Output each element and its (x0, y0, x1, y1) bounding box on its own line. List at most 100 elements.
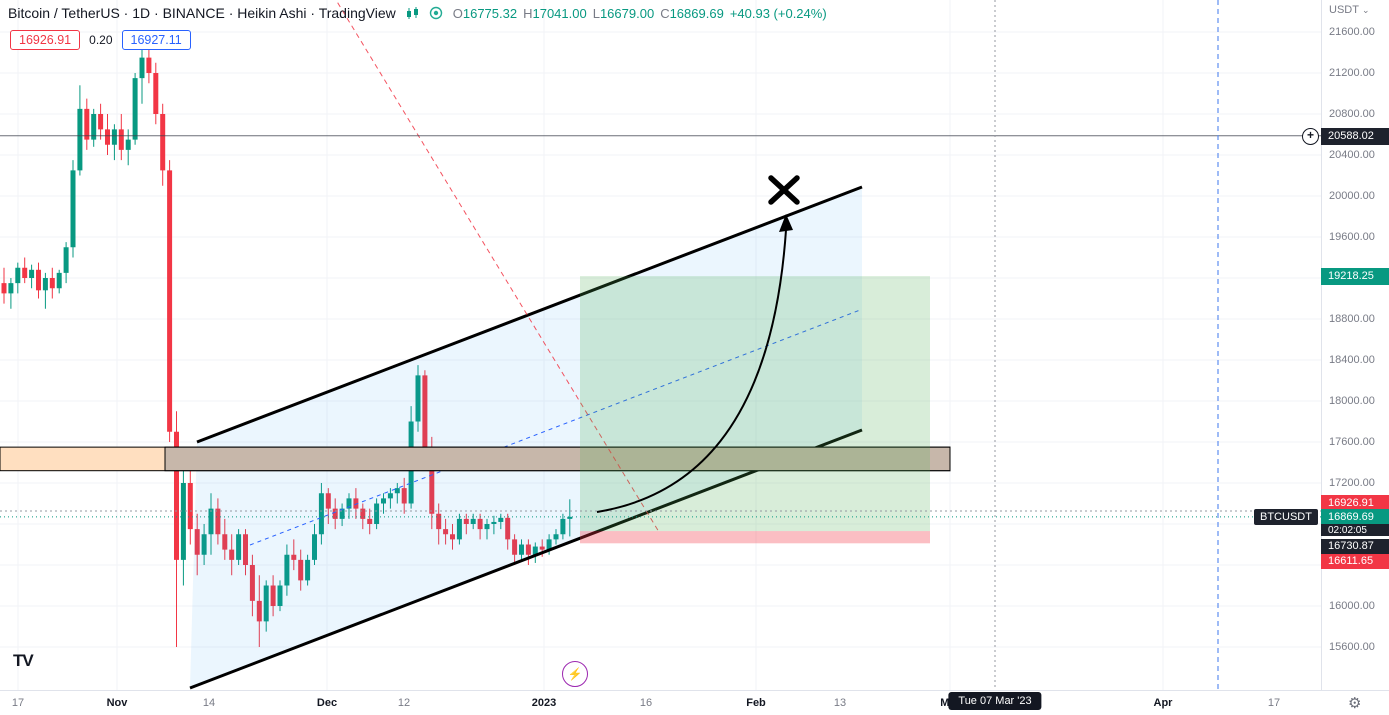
channel-midline[interactable] (249, 309, 861, 546)
market-status-icon[interactable] (429, 6, 443, 20)
price-tick-label: 17600.00 (1329, 436, 1375, 448)
price-tick-label: 20000.00 (1329, 190, 1375, 202)
candle-body (222, 534, 228, 550)
long-position-loss-zone[interactable] (580, 531, 930, 544)
candle-body (180, 483, 186, 560)
candle-body (519, 544, 524, 555)
candle-body (1, 283, 7, 294)
time-tick-label: 17 (11, 697, 25, 709)
chevron-down-icon: ⌄ (1361, 4, 1370, 15)
candle-body (525, 544, 531, 555)
candle-body (111, 129, 117, 145)
time-axis[interactable]: 17Nov14Dec12202316Feb13MarApr17 (0, 690, 1389, 715)
x-mark[interactable] (768, 175, 800, 205)
candle-body (8, 283, 14, 294)
candle-body (42, 278, 48, 291)
crosshair-date-tooltip: Tue 07 Mar '23 (948, 692, 1042, 710)
curve-arrow[interactable] (596, 229, 787, 513)
price-tick-label: 17200.00 (1329, 477, 1375, 489)
price-tick-label: 21200.00 (1329, 67, 1375, 79)
candle-body (132, 78, 138, 140)
candle-body (401, 488, 407, 504)
candle-body (553, 534, 559, 540)
close-label: C (660, 5, 670, 21)
channel-upper-line[interactable] (196, 185, 863, 444)
candle-body (105, 129, 110, 145)
candle-body (15, 267, 21, 284)
price-label-boxes: 16926.91 0.20 16927.11 (10, 30, 191, 50)
candle-body (477, 518, 483, 530)
alert-price-box[interactable]: 16926.91 (10, 30, 81, 50)
candle-body (394, 488, 400, 494)
currency-selector[interactable]: USDT ⌄ (1329, 4, 1370, 16)
candle-body (22, 267, 28, 278)
quick-trade-lightning-icon[interactable]: ⚡ (562, 661, 588, 687)
price-tick-label: 18000.00 (1329, 395, 1375, 407)
price-axis-badge: 20588.02 (1321, 127, 1389, 145)
candle-body (284, 554, 290, 586)
tradingview-logo[interactable]: TV (13, 651, 34, 670)
high-label: H (523, 5, 533, 21)
candle-body (491, 521, 497, 524)
chart-canvas[interactable] (0, 0, 1321, 690)
settings-gear-icon[interactable]: ⚙ (1348, 695, 1362, 712)
change-value: +40.93 (+0.24%) (729, 5, 827, 21)
candle-body (249, 565, 255, 601)
candle-body (229, 549, 235, 560)
symbol-title[interactable]: Bitcoin / TetherUS · 1D · BINANCE · Heik… (8, 5, 396, 21)
candle-body (381, 498, 386, 504)
price-axis-badge: 16611.65 (1321, 553, 1389, 569)
candle-body (512, 539, 518, 555)
candle-body (484, 524, 490, 530)
candle-body (118, 129, 124, 150)
time-tick-label: Dec (316, 697, 338, 709)
price-tick-label: 15600.00 (1329, 641, 1375, 653)
add-order-plus-icon[interactable]: + (1302, 127, 1319, 145)
candle-body (56, 272, 62, 289)
price-axis[interactable]: 21600.00 21200.00 20800.00 20400.00 20000.00… (1321, 0, 1389, 690)
candle-body (387, 493, 393, 499)
candle-body (194, 529, 200, 555)
time-tick-label: 14 (202, 697, 216, 709)
order-price-box[interactable]: 16927.11 (121, 30, 191, 50)
channel-fill[interactable] (190, 187, 862, 688)
time-tick-label: 16 (639, 697, 653, 709)
heikin-ashi-icon[interactable] (406, 6, 419, 20)
candle-body (91, 114, 97, 140)
candle-body (174, 431, 179, 560)
time-tick-label: Apr (1153, 697, 1173, 709)
candle-body (318, 493, 324, 535)
channel-lower-line[interactable] (189, 428, 863, 690)
resistance-zone-grey[interactable] (164, 446, 951, 472)
price-axis-badge: 19218.25 (1321, 267, 1389, 285)
time-tick-label: 2023 (531, 697, 557, 709)
candle-body (167, 170, 173, 432)
candle-body (36, 269, 41, 291)
candle-body (187, 483, 193, 530)
candle-body (450, 534, 455, 540)
candle-body (560, 518, 566, 535)
candle-body (360, 508, 366, 519)
price-axis-badge: 16730.87 (1321, 538, 1389, 554)
candle-body (263, 585, 269, 622)
price-tick-label: 18800.00 (1329, 313, 1375, 325)
descending-trendline[interactable] (333, 0, 660, 533)
candle-body (84, 108, 90, 140)
low-label: L (592, 5, 600, 21)
candle-body (236, 534, 242, 560)
time-tick-label: 12 (397, 697, 411, 709)
candle-body (429, 447, 435, 514)
high-value: 17041.00 (532, 5, 587, 21)
price-tick-label: 16000.00 (1329, 600, 1375, 612)
candle-body (160, 114, 166, 171)
candle-body (436, 513, 442, 530)
candle-body (125, 139, 131, 150)
candle-body (567, 516, 573, 519)
long-position-profit-zone[interactable] (580, 276, 930, 532)
candle-body (277, 585, 283, 606)
spread-value: 0.20 (89, 33, 113, 47)
chart-legend: Bitcoin / TetherUS · 1D · BINANCE · Heik… (8, 5, 827, 21)
candle-body (339, 508, 345, 519)
candle-body (243, 534, 248, 565)
price-axis-badge: 02:02:05 (1321, 524, 1389, 536)
